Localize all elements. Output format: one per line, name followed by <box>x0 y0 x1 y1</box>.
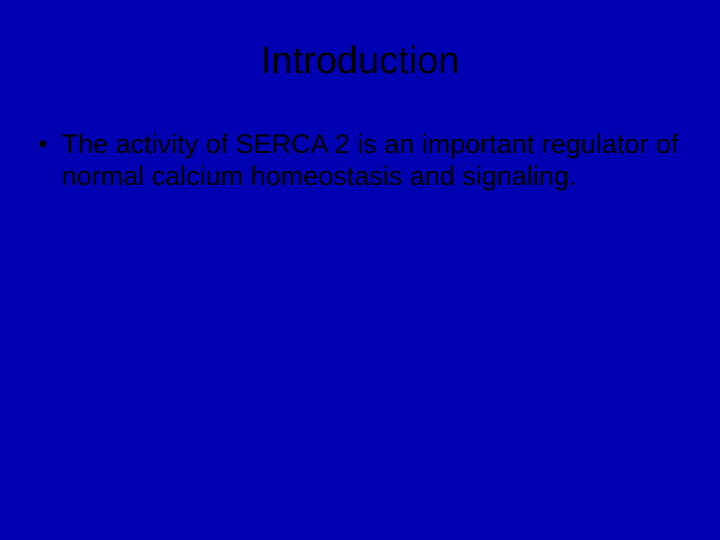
slide-title: Introduction <box>30 40 690 83</box>
bullet-marker: • <box>38 128 47 160</box>
bullet-text: The activity of SERCA 2 is an important … <box>61 128 690 193</box>
slide-container: Introduction • The activity of SERCA 2 i… <box>0 0 720 540</box>
slide-content: • The activity of SERCA 2 is an importan… <box>30 128 690 193</box>
bullet-item: • The activity of SERCA 2 is an importan… <box>38 128 690 193</box>
